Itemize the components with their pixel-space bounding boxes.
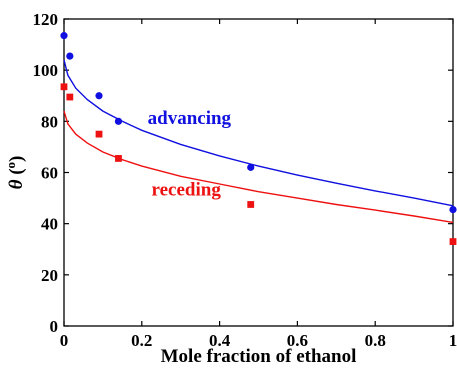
advancing-point [60, 32, 68, 40]
axes-box [63, 18, 454, 327]
advancing-point [95, 92, 103, 100]
x-axis-title: Mole fraction of ethanol [161, 346, 357, 367]
x-tick-label: 1 [449, 331, 457, 350]
y-axis-symbol: θ [6, 179, 27, 189]
x-tick-label: 0.6 [287, 331, 308, 350]
y-axis-paren-open: ( [6, 168, 27, 179]
receding-point [66, 93, 74, 101]
receding-point [60, 83, 68, 91]
y-tick-label: 20 [41, 266, 58, 285]
advancing-point [449, 205, 457, 214]
y-axis-unit: o [3, 162, 18, 169]
y-tick-label: 40 [41, 215, 58, 234]
x-tick-label: 0.8 [365, 331, 386, 350]
receding-point [247, 201, 255, 208]
receding-point [95, 130, 103, 138]
fit-curves [63, 59, 454, 224]
advancing-label: advancing [148, 108, 232, 129]
y-tick-label: 60 [41, 164, 58, 183]
receding-fit-line [63, 110, 454, 224]
y-axis-paren-close: ) [6, 156, 27, 162]
receding-point [115, 155, 122, 162]
axis-ticks: 0 0.2 0.4 0.6 0.8 1 0 20 40 60 80 100 120 [33, 10, 457, 350]
y-tick-label: 120 [33, 10, 59, 29]
x-tick-label: 0 [60, 331, 69, 350]
y-tick-label: 100 [33, 61, 59, 80]
receding-label: receding [152, 180, 222, 201]
plot-frame [63, 18, 454, 327]
series-labels: advancing receding [148, 108, 232, 201]
advancing-point [66, 52, 74, 60]
x-tick-label: 0.2 [131, 331, 152, 350]
y-tick-label: 0 [50, 317, 59, 336]
y-tick-label: 80 [41, 112, 58, 131]
y-axis-title: θ (o) [3, 156, 27, 190]
data-points [60, 32, 457, 245]
advancing-fit-line [63, 59, 454, 207]
advancing-point [247, 163, 255, 171]
advancing-point [114, 117, 123, 125]
receding-point [449, 238, 457, 245]
x-tick-label: 0.4 [209, 331, 231, 350]
